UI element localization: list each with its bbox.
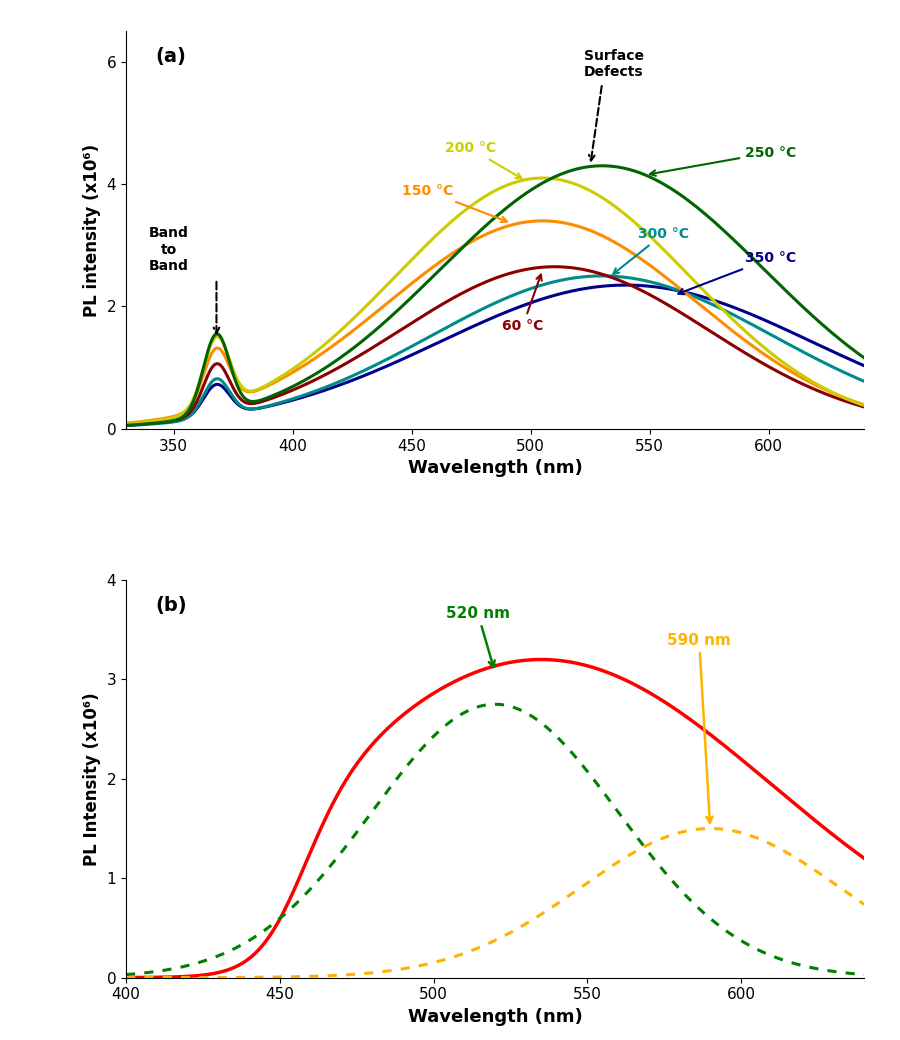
Text: 590 nm: 590 nm: [667, 632, 731, 823]
X-axis label: Wavelength (nm): Wavelength (nm): [408, 1008, 582, 1025]
Text: (a): (a): [156, 47, 186, 67]
X-axis label: Wavelength (nm): Wavelength (nm): [408, 459, 582, 477]
Text: Surface
Defects: Surface Defects: [584, 49, 644, 79]
Text: 300 °C: 300 °C: [613, 227, 688, 274]
Text: Band
to
Band: Band to Band: [148, 227, 189, 272]
Text: 250 °C: 250 °C: [650, 146, 796, 176]
Text: 350 °C: 350 °C: [679, 252, 796, 294]
Text: 200 °C: 200 °C: [445, 141, 522, 179]
Text: 520 nm: 520 nm: [446, 605, 509, 667]
Y-axis label: PL intensity (x10⁶): PL intensity (x10⁶): [83, 144, 101, 316]
Text: (b): (b): [156, 596, 187, 615]
Y-axis label: PL Intensity (x10⁶): PL Intensity (x10⁶): [83, 692, 101, 865]
Text: 60 °C: 60 °C: [502, 275, 544, 333]
Text: 150 °C: 150 °C: [402, 184, 507, 223]
